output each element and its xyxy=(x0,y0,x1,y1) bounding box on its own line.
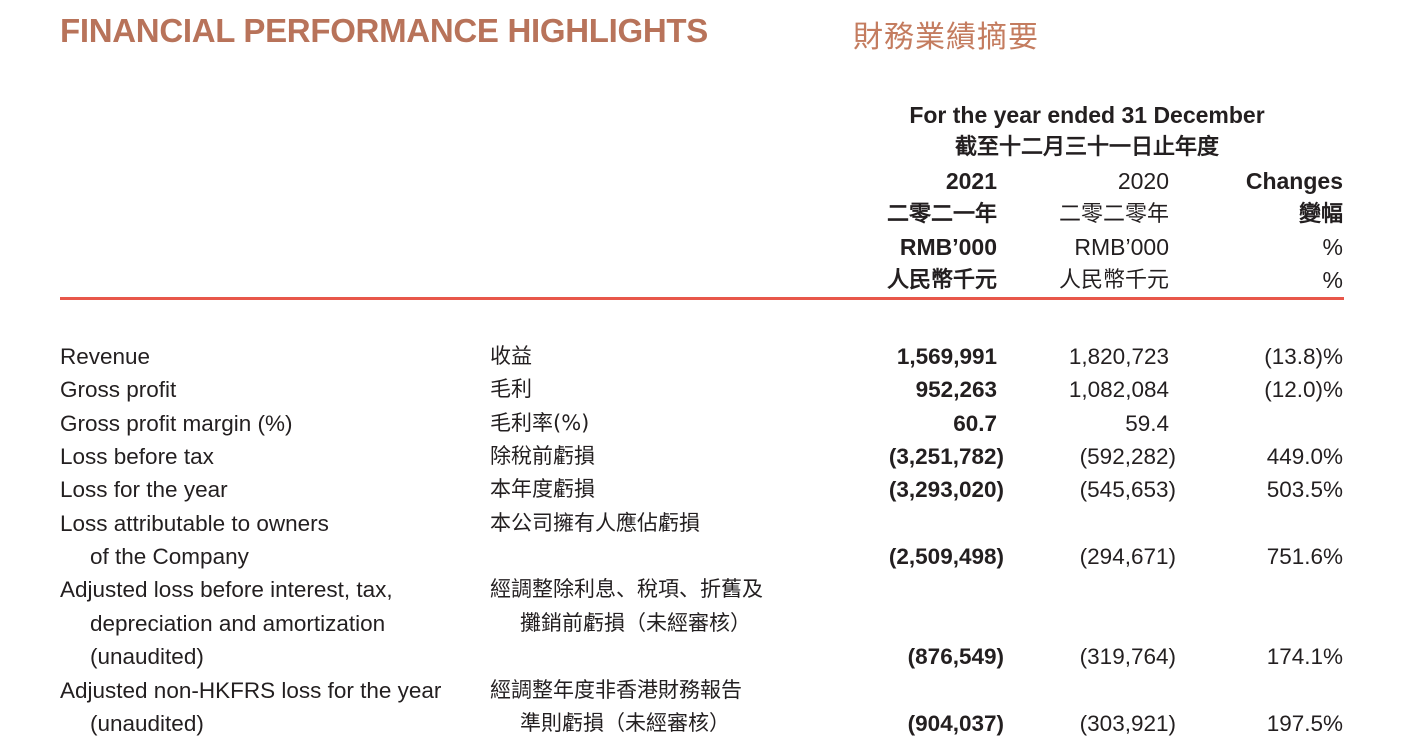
row-label-chinese: 毛利率(%) xyxy=(490,410,590,435)
value-change: 751.6% xyxy=(1266,544,1343,570)
value-change: (13.8)% xyxy=(1264,344,1343,369)
col-2021-year: 2021 xyxy=(945,168,997,194)
col-2020-year: 2020 xyxy=(1117,168,1169,194)
value-2021: 1,569,991 xyxy=(896,344,997,369)
value-2020: (294,671) xyxy=(1079,544,1176,570)
value-2020: 1,082,084 xyxy=(1068,377,1169,403)
row-label-chinese: 收益 xyxy=(490,344,532,368)
page-title: FINANCIAL PERFORMANCE HIGHLIGHTS xyxy=(60,12,708,49)
row-label-chinese: 除稅前虧損 xyxy=(490,444,595,469)
value-2020: (303,921) xyxy=(1079,710,1176,736)
row-label: Adjusted non-HKFRS loss for the year xyxy=(60,677,442,703)
value-2021: (904,037) xyxy=(907,710,1004,736)
col-changes-label: Changes xyxy=(1245,168,1343,194)
value-2021: (876,549) xyxy=(907,644,1004,670)
row-label: depreciation and amortization xyxy=(90,610,386,636)
col-changes-unit: % xyxy=(1322,234,1343,260)
row-label: Loss attributable to owners xyxy=(60,510,329,536)
col-changes-unit-chinese: % xyxy=(1322,267,1343,293)
row-label-chinese: 本公司擁有人應佔虧損 xyxy=(490,510,700,535)
row-label: Loss for the year xyxy=(60,477,228,503)
header-divider xyxy=(60,297,1344,300)
col-2021-year-chinese: 二零二一年 xyxy=(886,202,997,227)
col-2020-unit: RMB’000 xyxy=(1074,234,1169,260)
row-label-chinese: 經調整年度非香港財務報告 xyxy=(490,677,742,702)
col-2020-year-chinese: 二零二零年 xyxy=(1058,202,1169,227)
value-change: 449.0% xyxy=(1266,444,1343,470)
row-label: Loss before tax xyxy=(60,444,214,470)
value-change: (12.0)% xyxy=(1264,377,1343,403)
period-header-chinese: 截至十二月三十一日止年度 xyxy=(954,135,1219,160)
value-2020: (319,764) xyxy=(1079,644,1176,670)
col-changes-label-chinese: 變幅 xyxy=(1298,202,1343,227)
col-2021-unit: RMB’000 xyxy=(899,234,997,260)
col-2020-unit-chinese: 人民幣千元 xyxy=(1058,268,1169,293)
row-label: (unaudited) xyxy=(90,710,204,736)
value-2020: 1,820,723 xyxy=(1068,344,1169,369)
value-2021: (3,293,020) xyxy=(888,477,1004,503)
row-label-chinese: 經調整除利息、稅項、折舊及 xyxy=(490,577,763,602)
value-2021: 60.7 xyxy=(953,410,997,436)
col-2021-unit-chinese: 人民幣千元 xyxy=(886,268,997,293)
value-2021: (3,251,782) xyxy=(888,444,1004,470)
row-label: Revenue xyxy=(60,344,151,369)
value-2021: (2,509,498) xyxy=(888,544,1004,570)
row-label-chinese: 毛利 xyxy=(490,377,532,402)
row-label: Adjusted loss before interest, tax, xyxy=(60,577,393,603)
row-label-chinese: 攤銷前虧損（未經審核） xyxy=(520,610,751,635)
row-label: Gross profit margin (%) xyxy=(60,410,293,436)
value-2021: 952,263 xyxy=(915,377,997,403)
value-change: 174.1% xyxy=(1266,644,1343,670)
page-title-chinese: 財務業績摘要 xyxy=(853,20,1039,55)
value-2020: (592,282) xyxy=(1079,444,1176,470)
row-label-chinese: 準則虧損（未經審核） xyxy=(520,710,730,735)
row-label-chinese: 本年度虧損 xyxy=(490,477,595,502)
row-label: of the Company xyxy=(90,544,249,570)
row-label: (unaudited) xyxy=(90,644,204,670)
value-2020: (545,653) xyxy=(1079,477,1176,503)
value-change: 197.5% xyxy=(1266,710,1343,736)
period-header: For the year ended 31 December xyxy=(909,102,1265,128)
value-2020: 59.4 xyxy=(1125,410,1169,436)
value-change: 503.5% xyxy=(1266,477,1343,503)
row-label: Gross profit xyxy=(60,377,177,403)
